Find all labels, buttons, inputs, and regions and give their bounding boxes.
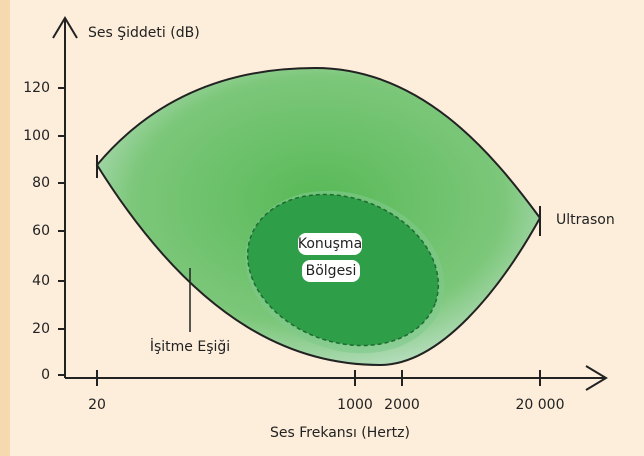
- x-tick-label: 20 000: [516, 397, 565, 413]
- diagram: Ses Şiddeti (dB) Ses Frekansı (Hertz) 0 2…: [0, 0, 644, 456]
- y-tick-label: 40: [32, 273, 50, 289]
- y-tick-label: 80: [32, 175, 50, 191]
- y-tick-label: 20: [32, 321, 50, 337]
- y-tick-label: 120: [23, 80, 50, 96]
- threshold-label: İşitme Eşiği: [150, 337, 230, 355]
- y-tick-label: 0: [41, 367, 50, 383]
- x-tick-label: 20: [88, 397, 106, 413]
- y-tick-label: 100: [23, 128, 50, 144]
- ultrasound-label: Ultrason: [556, 212, 615, 228]
- speech-label: Konuşma: [298, 236, 362, 252]
- speech-label: Bölgesi: [306, 263, 357, 279]
- x-axis-title: Ses Frekansı (Hertz): [270, 425, 410, 441]
- y-tick-label: 60: [32, 223, 50, 239]
- y-axis-title: Ses Şiddeti (dB): [88, 25, 200, 41]
- x-tick-label: 1000: [337, 397, 373, 413]
- x-tick-label: 2000: [384, 397, 420, 413]
